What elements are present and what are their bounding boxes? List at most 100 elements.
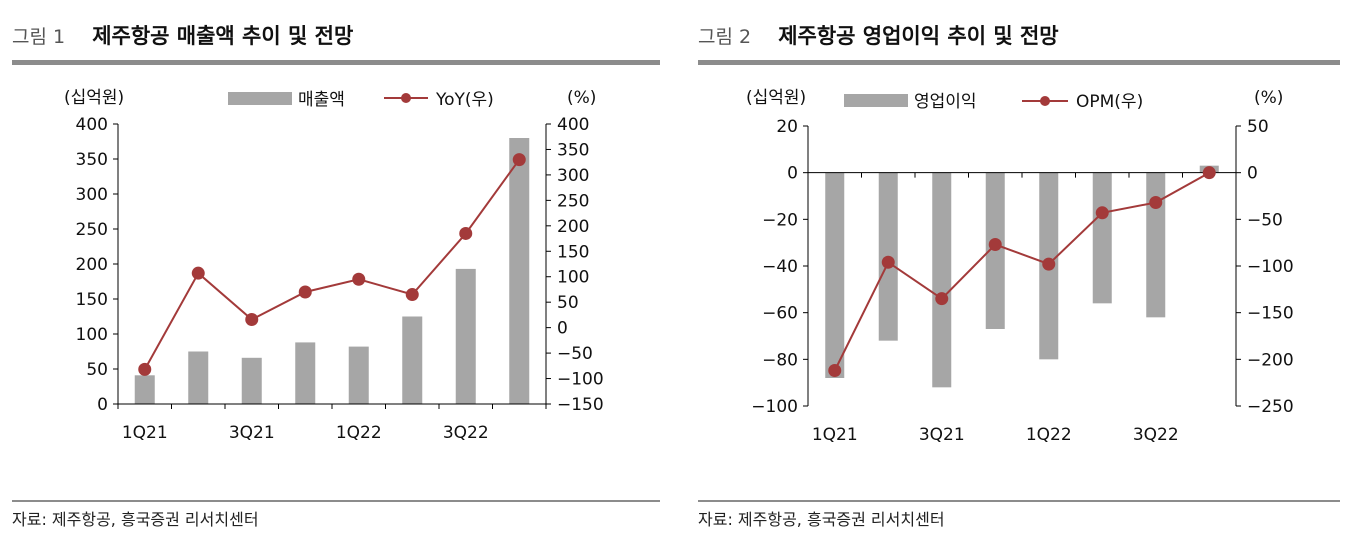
chart2-bar <box>1092 172 1112 304</box>
figure-1-chart: (십억원) (%) 매출액 YoY(우) 0 50 100 150 200 250 300 3… <box>64 88 604 443</box>
chart2-left-tick-label: −40 <box>762 257 798 277</box>
chart1-right-tick-label: 150 <box>557 242 589 262</box>
chart1-left-tick-label: 150 <box>76 290 108 310</box>
chart1-bar <box>295 342 316 404</box>
chart2-right-tick-label: −50 <box>1247 210 1283 230</box>
chart1-x-tick-label: 1Q22 <box>336 423 382 443</box>
figure-1-legend-line-label: YoY(우) <box>435 90 494 110</box>
chart2-left-tick-label: −80 <box>762 350 798 370</box>
chart2-bar <box>932 172 952 388</box>
chart1-left-tick-label: 250 <box>76 220 108 240</box>
figure-2-left-unit: (십억원) <box>746 88 806 108</box>
figure-2-chart: (십억원) (%) 영업이익 OPM(우) −100−80−60−40−2002… <box>746 88 1294 445</box>
chart1-line-point <box>138 362 152 376</box>
chart2-x-tick-label: 1Q21 <box>812 425 858 445</box>
chart1-left-tick-label: 350 <box>76 150 108 170</box>
figure-2-header: 그림 2 제주항공 영업이익 추이 및 전망 <box>698 20 1059 54</box>
chart2-left-tick-label: −20 <box>762 210 798 230</box>
chart2-bar <box>825 172 845 378</box>
chart1-line-point <box>191 266 205 280</box>
chart1-x-tick-label: 3Q21 <box>229 423 275 443</box>
chart1-bar <box>455 268 476 404</box>
chart1-line-point <box>352 272 366 286</box>
chart1-bar <box>188 351 209 404</box>
chart2-x-tick-label: 3Q22 <box>1133 425 1179 445</box>
figure-2-bottom-rule <box>698 500 1340 502</box>
figure-1-label: 그림 1 <box>12 26 66 48</box>
figure-1-source: 자료: 제주항공, 흥국증권 리서치센터 <box>12 510 259 529</box>
chart1-line-point <box>298 285 312 299</box>
figure-2-legend-bar-label: 영업이익 <box>914 92 977 112</box>
chart1-line-point <box>512 153 526 167</box>
chart1-right-tick-label: 300 <box>557 166 589 186</box>
figure-1-legend-line-marker <box>401 93 411 103</box>
chart2-line-point <box>828 364 842 378</box>
figure-2-legend-bar-swatch <box>844 94 908 107</box>
chart1-bar <box>134 375 155 404</box>
chart2-line-point <box>1042 257 1056 271</box>
chart1-left-tick-label: 200 <box>76 255 108 275</box>
figure-2-source: 자료: 제주항공, 흥국증권 리서치센터 <box>698 510 945 529</box>
chart2-bar <box>1146 172 1166 318</box>
chart2-line-point <box>1095 206 1109 220</box>
chart2-left-tick-label: 0 <box>787 164 798 184</box>
chart1-bar <box>348 346 369 404</box>
chart1-bar <box>241 357 262 404</box>
chart2-left-tick-label: −60 <box>762 304 798 324</box>
chart1-left-tick-label: 0 <box>97 395 108 415</box>
chart1-line-series <box>143 159 521 370</box>
figure-1-left-unit: (십억원) <box>64 88 124 108</box>
chart1-left-tick-label: 400 <box>76 115 108 135</box>
chart1-x-tick-label: 1Q21 <box>122 423 168 443</box>
figure-1-panel: 그림 1 제주항공 매출액 추이 및 전망 (십억원) (%) 매출액 YoY(… <box>12 0 660 550</box>
chart2-line-point <box>1149 196 1163 210</box>
chart2-left-tick-label: −100 <box>751 397 798 417</box>
chart1-right-tick-label: −150 <box>557 395 604 415</box>
chart2-x-tick-label: 1Q22 <box>1026 425 1072 445</box>
figure-2-label: 그림 2 <box>698 26 752 48</box>
chart2-line-point <box>988 238 1002 252</box>
figure-2-legend-line-marker <box>1040 96 1050 106</box>
chart2-line-point <box>881 255 895 269</box>
chart1-right-tick-label: 0 <box>557 319 568 339</box>
chart1-right-tick-label: 250 <box>557 191 589 211</box>
chart2-x-tick-label: 3Q21 <box>919 425 965 445</box>
chart2-right-tick-label: 0 <box>1247 164 1258 184</box>
chart2-right-tick-label: −150 <box>1247 304 1294 324</box>
chart1-left-tick-label: 100 <box>76 325 108 345</box>
figure-2-top-rule <box>698 60 1340 65</box>
chart1-right-tick-label: 400 <box>557 115 589 135</box>
chart1-line-point <box>459 226 473 240</box>
chart1-right-tick-label: 50 <box>557 293 579 313</box>
chart1-bar <box>509 138 530 404</box>
chart1-right-tick-label: −50 <box>557 344 593 364</box>
figure-1-right-unit: (%) <box>567 88 596 108</box>
chart2-right-tick-label: −200 <box>1247 350 1294 370</box>
chart1-left-tick-label: 50 <box>86 360 108 380</box>
figure-2-right-unit: (%) <box>1254 88 1283 108</box>
figure-1-header: 그림 1 제주항공 매출액 추이 및 전망 <box>12 20 353 54</box>
chart1-line-point <box>405 288 419 302</box>
chart2-right-tick-label: −100 <box>1247 257 1294 277</box>
figure-1-legend-bar-label: 매출액 <box>298 90 345 110</box>
chart2-left-tick-label: 20 <box>776 117 798 137</box>
figure-2-panel: 그림 2 제주항공 영업이익 추이 및 전망 (십억원) (%) 영업이익 OP… <box>698 0 1340 550</box>
figure-1-bottom-rule <box>12 500 660 502</box>
chart2-right-tick-label: −250 <box>1247 397 1294 417</box>
figure-1-legend-bar-swatch <box>228 92 292 105</box>
chart1-left-tick-label: 300 <box>76 185 108 205</box>
chart1-right-tick-label: 200 <box>557 217 589 237</box>
figure-2-legend-line-label: OPM(우) <box>1076 92 1143 112</box>
chart1-right-tick-label: 100 <box>557 268 589 288</box>
chart1-bar <box>402 316 423 404</box>
chart1-right-tick-label: −100 <box>557 370 604 390</box>
chart2-line-series <box>833 171 1210 371</box>
chart2-line-point <box>1202 166 1216 180</box>
chart1-line-point <box>245 312 259 326</box>
chart1-x-tick-label: 3Q22 <box>443 423 489 443</box>
chart1-right-tick-label: 350 <box>557 140 589 160</box>
chart2-right-tick-label: 50 <box>1247 117 1269 137</box>
figure-2-title: 제주항공 영업이익 추이 및 전망 <box>778 24 1059 48</box>
figure-1-top-rule <box>12 60 660 65</box>
figure-1-title: 제주항공 매출액 추이 및 전망 <box>92 24 354 48</box>
